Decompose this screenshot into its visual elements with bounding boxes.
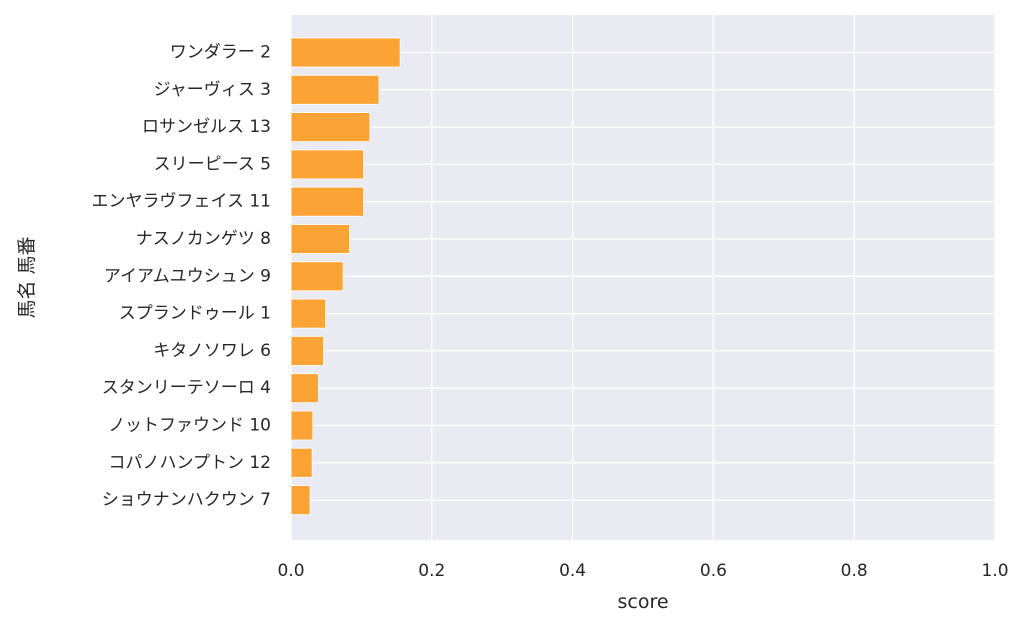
bar [290,261,344,292]
y-tick-label: ワンダラー 2 [170,43,271,63]
bar [290,447,313,478]
bar [290,74,380,105]
bar [290,410,314,441]
x-tick-label: 0.6 [700,561,727,581]
y-tick-label: ロサンゼルス 13 [142,117,271,137]
y-tick-label: エンヤラヴフェイス 11 [91,192,271,212]
x-tick-label: 0.2 [418,561,445,581]
bar [290,186,364,217]
x-axis-label: score [617,591,668,613]
y-tick-label: スタンリーテソーロ 4 [102,378,271,398]
bar [290,485,311,516]
y-tick-label: スリーピース 5 [154,154,271,174]
y-tick-label: アイアムユウシュン 9 [104,266,271,286]
y-axis-label: 馬名 馬番 [16,236,38,318]
bar [290,335,324,366]
bar [290,373,319,404]
bars [290,37,401,516]
y-tick-label: ノットファウンド 10 [108,416,271,436]
x-tick-label: 0.4 [559,561,586,581]
y-tick-label: ショウナンハクウン 7 [102,490,271,510]
x-tick-label: 1.0 [981,561,1008,581]
y-tick-label: コパノハンプトン 12 [108,453,271,473]
y-tick-label: キタノソワレ 6 [153,341,271,361]
bar [290,112,371,142]
y-tick-label: ナスノカンゲツ 8 [136,229,271,249]
y-tick-labels: ワンダラー 2 ジャーヴィス 3 ロサンゼルス 13 スリーピース 5 エンヤラヴフェイ… [91,43,271,511]
x-tick-label: 0.8 [841,561,868,581]
bar [290,298,326,329]
bar [290,37,401,68]
plot-background [291,15,995,540]
y-tick-label: ジャーヴィス 3 [154,80,271,100]
y-tick-label: スプランドゥール 1 [119,304,271,324]
x-tick-label: 0.0 [277,561,304,581]
bar [290,224,350,254]
bar [290,149,364,180]
grid-lines [290,15,996,540]
x-tick-labels: 0.0 0.2 0.4 0.6 0.8 1.0 [277,561,1008,581]
